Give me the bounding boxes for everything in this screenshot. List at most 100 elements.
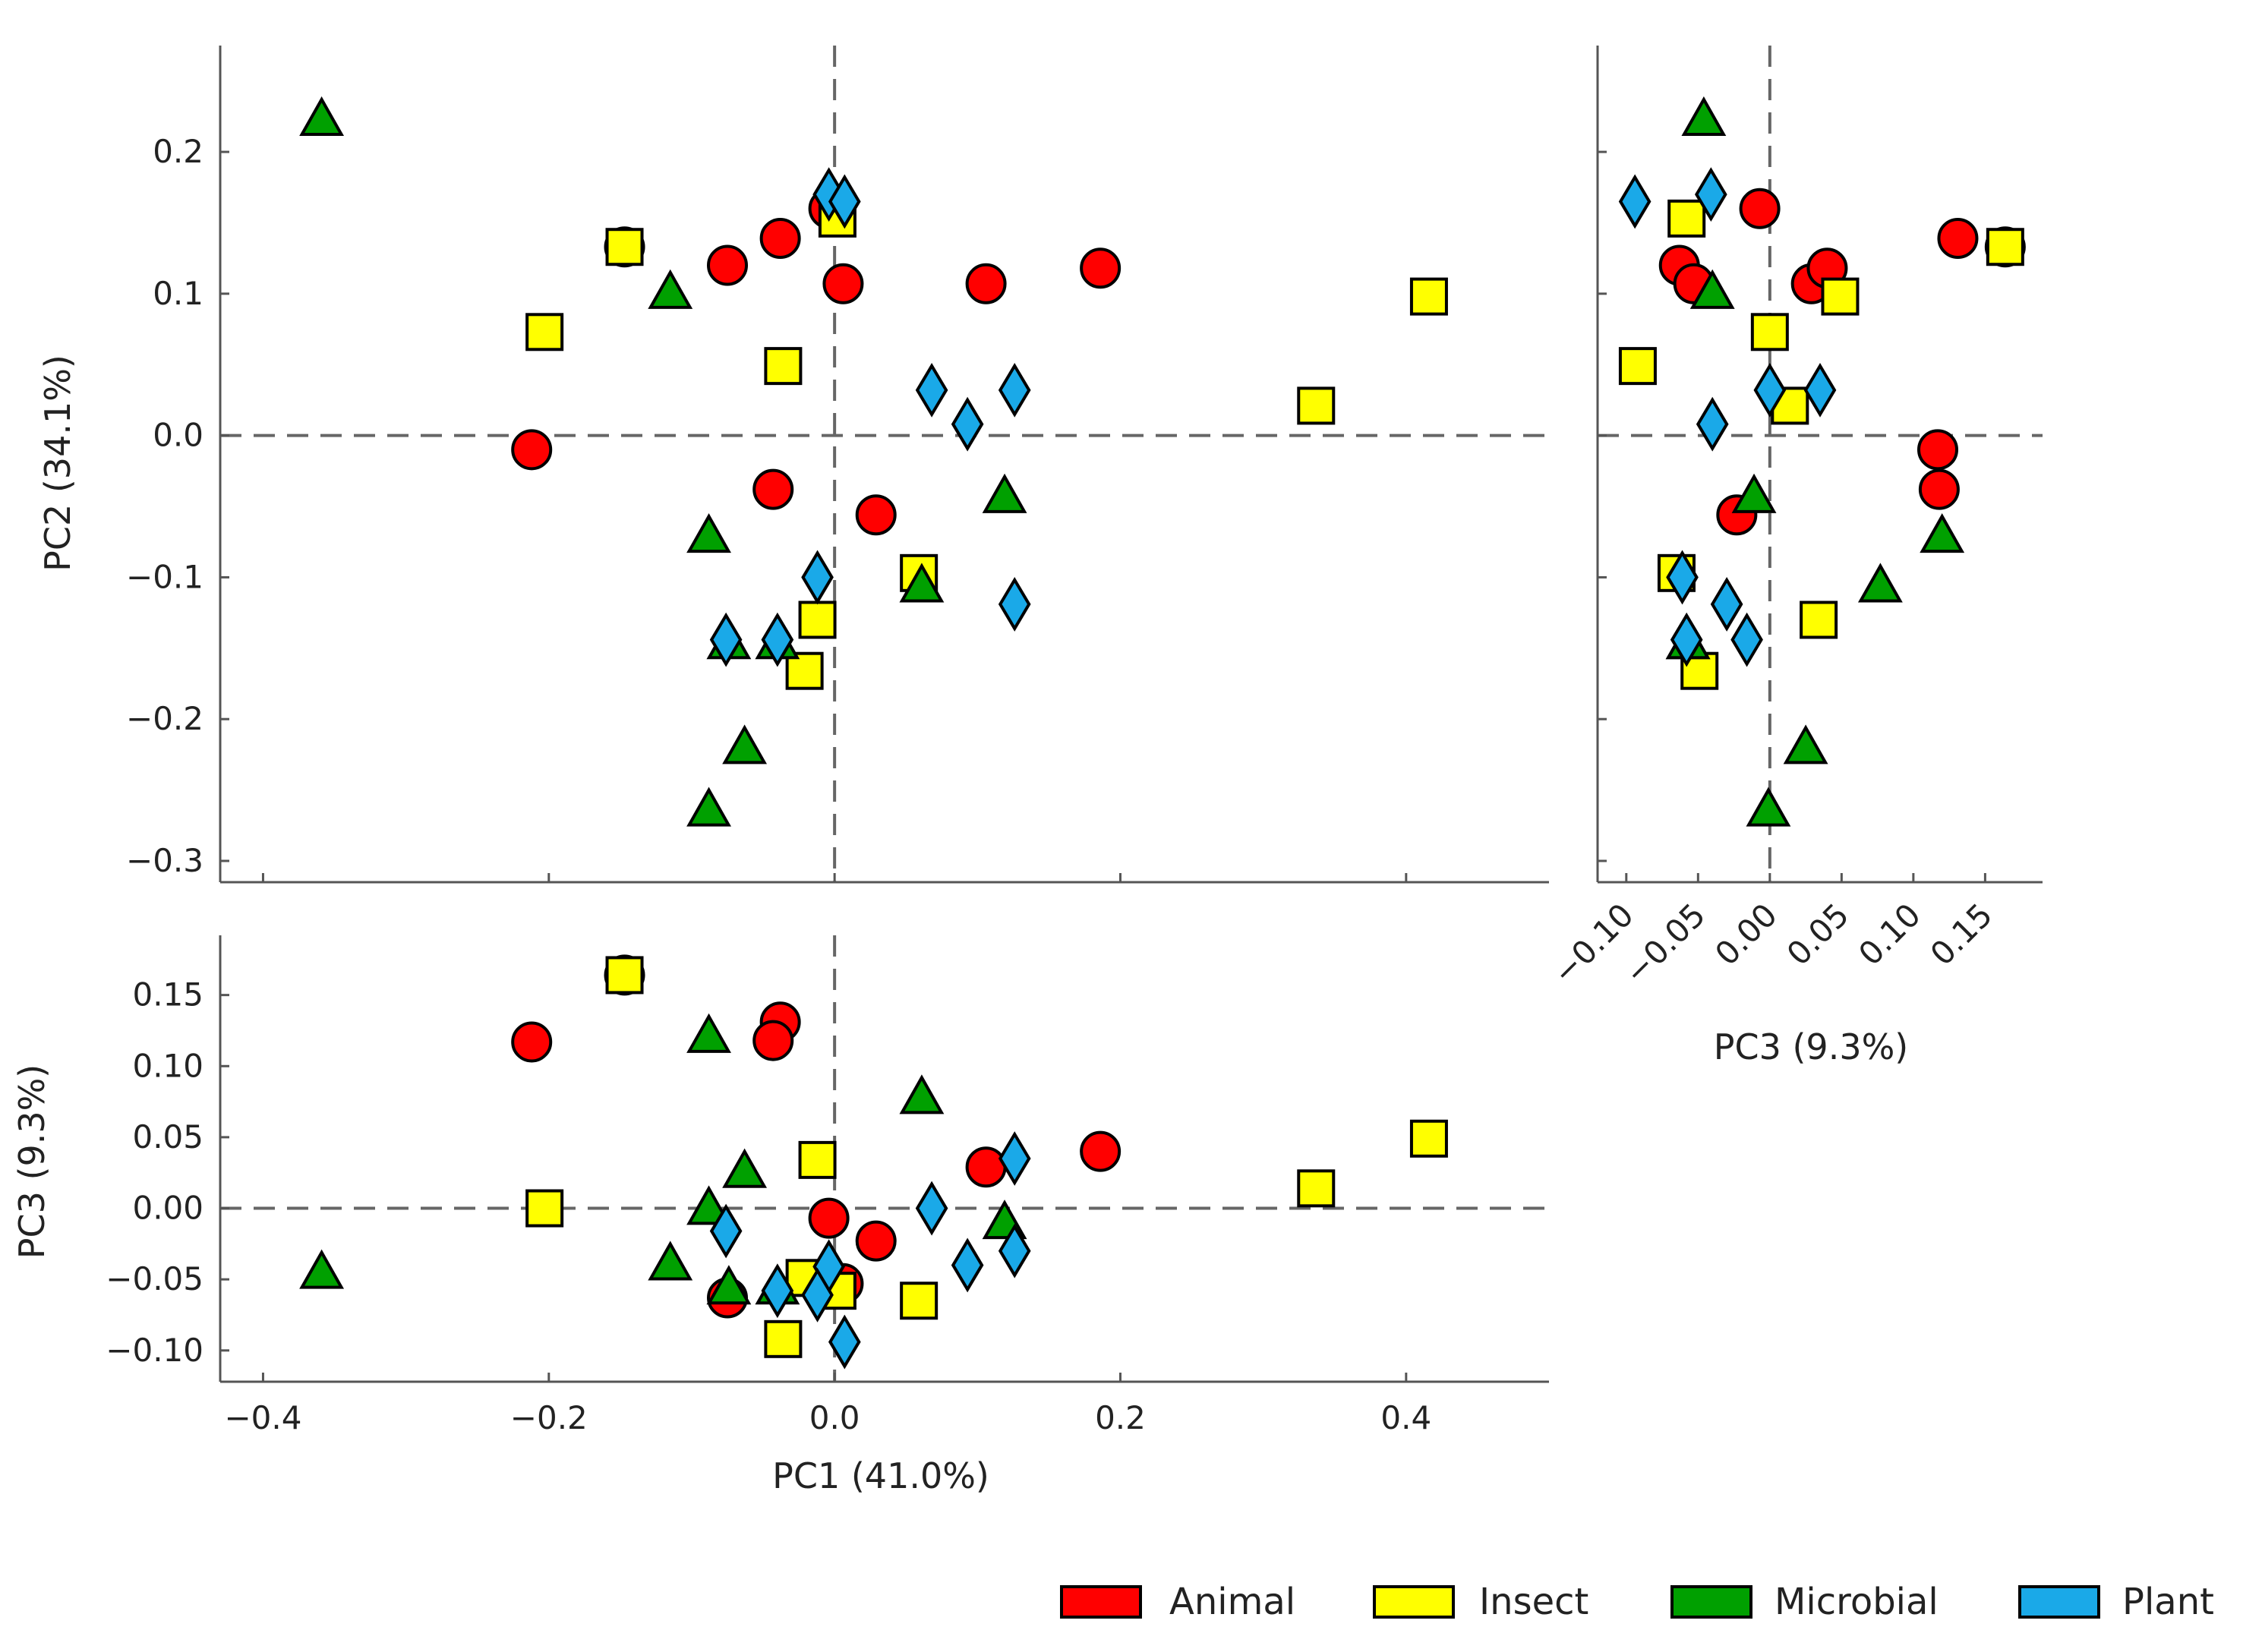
y-tick-label: 0.1 xyxy=(153,275,203,312)
x-axis-label-pc1: PC1 (41.0%) xyxy=(772,1455,989,1496)
series-animal xyxy=(511,188,1122,536)
insect-point xyxy=(798,601,837,639)
x-tick-label: −0.05 xyxy=(1617,896,1713,992)
insect-point xyxy=(900,1282,939,1320)
animal-point xyxy=(752,468,794,510)
plant-point xyxy=(1753,362,1787,418)
panel-pc1-pc3: 0.15 0.10 0.05 0.00 −0.05 −0.10 −0.4 −0.2 0.0 0.2… xyxy=(106,935,1549,1436)
microbial-point xyxy=(299,1249,345,1289)
plant-point xyxy=(1670,612,1703,667)
plant-point xyxy=(1695,167,1727,222)
panel-pc3-pc2: −0.10−0.050.000.050.100.15 xyxy=(1545,46,2043,992)
series-plant xyxy=(709,167,1031,667)
legend-item-plant: Plant xyxy=(2018,1581,2214,1623)
plant-point xyxy=(915,1181,948,1236)
plant-point xyxy=(801,1267,834,1323)
plant-point xyxy=(801,550,834,605)
animal-point xyxy=(965,1146,1007,1188)
legend-label-insect: Insect xyxy=(1479,1581,1588,1623)
animal-point xyxy=(759,218,801,260)
plant-point xyxy=(998,362,1031,418)
microbial-point xyxy=(1731,473,1777,513)
microbial-point xyxy=(1783,724,1828,765)
x-tick-label: 0.05 xyxy=(1780,896,1857,973)
legend-label-microbial: Microbial xyxy=(1775,1581,1939,1623)
microbial-point xyxy=(722,1148,768,1188)
microbial-point xyxy=(686,787,731,827)
animal-point xyxy=(822,263,864,304)
y-tick-label: −0.2 xyxy=(126,700,203,737)
microbial-point xyxy=(648,1241,693,1281)
insect-point xyxy=(605,228,644,266)
y-tick-label: −0.3 xyxy=(126,842,203,879)
animal-point xyxy=(1080,1130,1122,1172)
plant-point xyxy=(828,1314,861,1370)
y-axis-label-pc2: PC2 (34.1%) xyxy=(37,355,78,572)
microbial-point xyxy=(1746,787,1791,827)
plant-point xyxy=(915,362,948,418)
microbial-point xyxy=(899,563,945,603)
plant-point xyxy=(828,174,861,229)
insect-point xyxy=(1986,228,2024,266)
series-animal xyxy=(1658,188,2026,536)
legend-item-insect: Insect xyxy=(1373,1581,1588,1623)
plant-point xyxy=(951,396,984,452)
x-tick-label: 0.10 xyxy=(1851,896,1928,973)
microbial-point xyxy=(1920,513,1965,553)
y-tick-label: −0.10 xyxy=(106,1332,203,1369)
legend-swatch-microbial xyxy=(1670,1585,1752,1619)
y-tick-label: 0.0 xyxy=(153,417,203,454)
microbial-point xyxy=(686,513,731,553)
y-axis-label-pc3: PC3 (9.3%) xyxy=(11,1064,52,1259)
microbial-point xyxy=(899,1074,945,1114)
series-microbial xyxy=(299,1013,1027,1305)
x-tick-label: 0.15 xyxy=(1923,896,2000,973)
plant-point xyxy=(761,612,794,667)
plant-point xyxy=(709,612,743,667)
y-tick-label: 0.10 xyxy=(132,1047,203,1084)
insect-point xyxy=(525,1189,564,1228)
microbial-point xyxy=(1857,563,1903,603)
microbial-point xyxy=(722,724,768,765)
insect-point xyxy=(1750,313,1789,352)
insect-point xyxy=(1618,347,1657,386)
insect-point xyxy=(1821,277,1860,316)
insect-point xyxy=(798,1140,837,1179)
microbial-point xyxy=(1681,96,1727,136)
animal-point xyxy=(511,429,553,471)
plant-point xyxy=(1666,550,1699,605)
plant-point xyxy=(998,576,1031,632)
microbial-point xyxy=(648,269,693,309)
animal-point xyxy=(965,263,1007,304)
plant-point xyxy=(998,1131,1031,1186)
series-insect xyxy=(525,199,1448,690)
legend-swatch-insect xyxy=(1373,1585,1455,1619)
microbial-point xyxy=(686,1185,731,1225)
legend-swatch-plant xyxy=(2018,1585,2100,1619)
animal-point xyxy=(808,1197,850,1239)
insect-point xyxy=(605,956,644,995)
animal-point xyxy=(1917,429,1959,471)
microbial-point xyxy=(299,96,345,136)
insect-point xyxy=(785,651,824,690)
insect-point xyxy=(764,1319,803,1358)
animal-point xyxy=(1918,468,1960,510)
y-tick-label: −0.05 xyxy=(106,1260,203,1297)
animal-point xyxy=(855,1220,897,1262)
y-tick-label: 0.2 xyxy=(153,133,203,170)
panel-pc1-pc2: 0.2 0.1 0.0 −0.1 −0.2 −0.3 xyxy=(126,46,1549,884)
panels: 0.20.10.0−0.1−0.2−0.3−0.10−0.050.000.050… xyxy=(106,46,2043,1436)
microbial-point xyxy=(1689,269,1735,309)
animal-point xyxy=(1739,188,1781,229)
insect-point xyxy=(1409,1119,1448,1158)
x-tick-label: −0.2 xyxy=(510,1399,588,1436)
insect-point xyxy=(525,313,564,352)
plant-point xyxy=(1696,396,1729,452)
plant-point xyxy=(761,1263,794,1319)
x-tick-label: 0.00 xyxy=(1708,896,1784,973)
animal-point xyxy=(1937,218,1979,260)
legend: Animal Insect Microbial Plant xyxy=(1060,1581,2214,1623)
plant-point xyxy=(1803,362,1837,418)
legend-swatch-animal xyxy=(1060,1585,1142,1619)
